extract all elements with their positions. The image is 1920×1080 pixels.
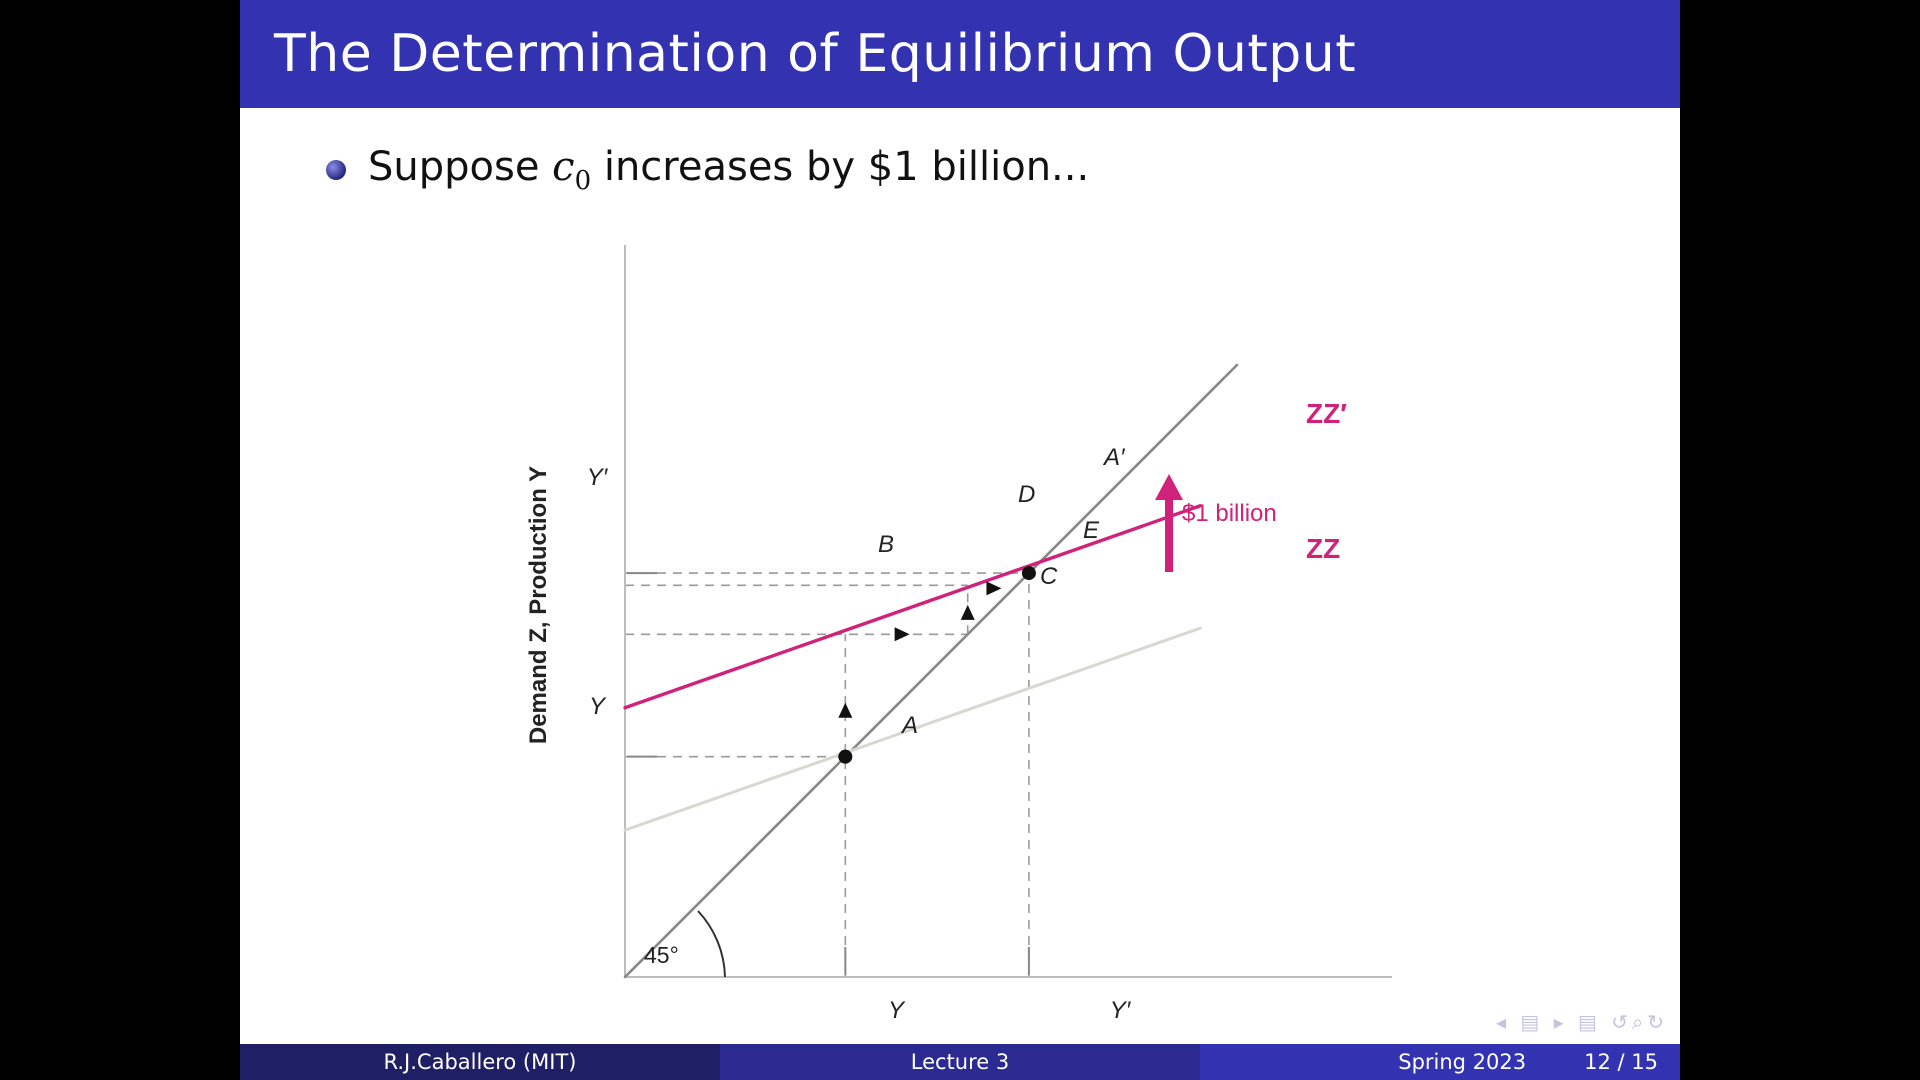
guide-lines <box>625 572 1030 977</box>
bullet-suffix: increases by $1 billion... <box>591 144 1090 190</box>
series-label-zzprime: ZZ′ <box>1306 398 1347 429</box>
footer-author: R.J.Caballero (MIT) <box>240 1044 720 1080</box>
title-bar: The Determination of Equilibrium Output <box>240 0 1680 108</box>
point-label-d: D <box>1018 481 1035 508</box>
line-zz-prime <box>623 504 1202 710</box>
equilibrium-chart: Demand Z, Production Y Y Y′ Y Y′ 45° ZZ′… <box>525 245 1392 1024</box>
line-zz <box>623 626 1202 832</box>
arrow-b-to-c <box>894 627 910 642</box>
footer-right: Spring 2023 12 / 15 <box>1200 1044 1680 1080</box>
arrow-a-to-b <box>838 702 853 718</box>
x-tick-label-y: Y <box>888 997 906 1024</box>
angle-arc <box>697 910 726 978</box>
y-tick-label-y: Y <box>589 693 607 720</box>
y-tick-label-yprime: Y′ <box>587 464 609 491</box>
bullet-prefix: Suppose <box>368 144 553 190</box>
equilibrium-point-a <box>838 749 853 764</box>
point-label-b: B <box>878 531 894 558</box>
bullet-math-var: c <box>552 144 575 190</box>
chart-marks <box>838 474 1183 764</box>
bullet-icon <box>326 160 346 180</box>
slide-title: The Determination of Equilibrium Output <box>274 24 1357 84</box>
beamer-navigation-icons[interactable]: ◂ ▤ ▸ ▤ ↺⌕↻ <box>1495 1010 1668 1034</box>
footer-term: Spring 2023 <box>1398 1050 1527 1074</box>
footer-lecture: Lecture 3 <box>720 1044 1200 1080</box>
shift-arrow-head <box>1155 474 1183 500</box>
series-label-zz: ZZ <box>1306 533 1340 564</box>
chart-lines <box>623 363 1239 979</box>
point-label-a: A <box>900 712 918 739</box>
point-label-aprime: A′ <box>1102 444 1126 471</box>
footer-page-number: 12 / 15 <box>1584 1050 1658 1074</box>
x-tick-label-yprime: Y′ <box>1110 997 1132 1024</box>
equilibrium-point-aprime <box>1021 566 1036 581</box>
arrow-d-to-e <box>986 581 1002 596</box>
line-45-degree <box>623 363 1239 979</box>
axes <box>624 245 1392 978</box>
y-axis-label: Demand Z, Production Y <box>525 466 552 744</box>
footer: R.J.Caballero (MIT) Lecture 3 Spring 202… <box>240 1044 1680 1080</box>
bullet-item: Suppose c0 increases by $1 billion... <box>326 142 1089 198</box>
bullet-math-sub: 0 <box>574 166 592 196</box>
chart-labels: Demand Z, Production Y Y Y′ Y Y′ 45° ZZ′… <box>525 398 1347 1024</box>
bullet-text: Suppose c0 increases by $1 billion... <box>368 144 1089 196</box>
angle-label: 45° <box>644 942 679 968</box>
point-label-c: C <box>1040 563 1058 590</box>
slide: The Determination of Equilibrium Output … <box>240 0 1680 1080</box>
arrow-c-to-d <box>960 604 975 620</box>
point-label-e: E <box>1083 517 1100 544</box>
shift-annotation-label: $1 billion <box>1182 500 1277 527</box>
